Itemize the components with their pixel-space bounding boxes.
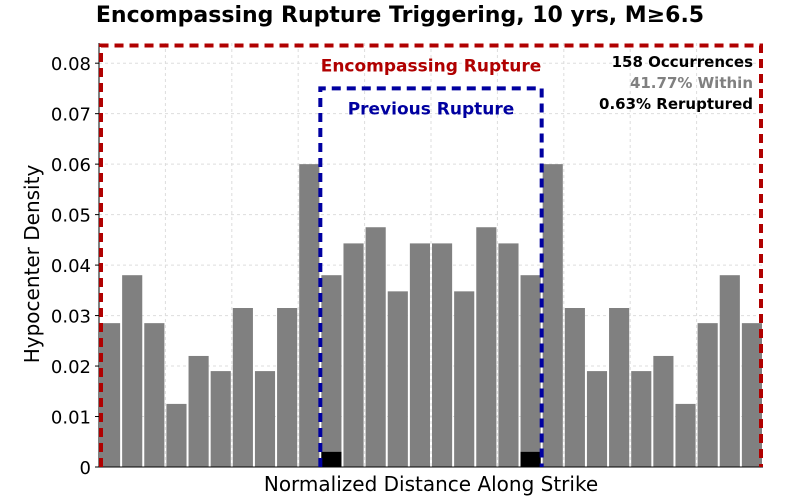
encompassing-rupture-box xyxy=(99,43,763,467)
y-tick-label: 0.04 xyxy=(51,256,91,277)
bar xyxy=(210,371,231,467)
bar xyxy=(277,308,298,467)
bar xyxy=(144,323,165,467)
plot-area: 0 0.01 0.02 0.03 0.04 0.05 0.06 0.07 0.08 Encompa… xyxy=(51,43,763,479)
bar xyxy=(343,243,364,467)
bar xyxy=(321,275,342,467)
annotation-text: 41.77% Within xyxy=(630,74,753,92)
chart-title: Encompassing Rupture Triggering, 10 yrs,… xyxy=(96,3,704,28)
bar xyxy=(542,164,563,467)
bar xyxy=(166,403,187,467)
bar xyxy=(631,371,652,467)
bar xyxy=(653,355,674,467)
bar xyxy=(697,323,718,467)
bar xyxy=(498,243,519,467)
bar xyxy=(299,164,320,467)
bar xyxy=(586,371,608,467)
bar xyxy=(609,308,630,467)
previous-rupture-label: Previous Rupture xyxy=(348,100,515,120)
bar xyxy=(254,371,276,467)
y-tick-label: 0.06 xyxy=(51,155,91,176)
bar xyxy=(100,323,121,467)
y-tick-label: 0.05 xyxy=(51,206,91,227)
bar xyxy=(232,308,253,467)
bar xyxy=(409,243,430,467)
annotation-text: 0.63% Reruptured xyxy=(599,95,753,113)
bar xyxy=(520,275,541,467)
bar xyxy=(675,403,696,467)
encompassing-rupture-label: Encompassing Rupture xyxy=(321,57,542,77)
rerupture-bar xyxy=(321,451,342,467)
rerupture-bar xyxy=(520,451,541,467)
y-tick-label: 0 xyxy=(80,458,91,479)
bar xyxy=(188,355,209,467)
bar xyxy=(564,308,585,467)
annotation-text: 158 Occurrences xyxy=(612,53,753,71)
y-axis-label: Hypocenter Density xyxy=(20,165,44,364)
y-tick-label: 0.01 xyxy=(51,408,91,429)
y-tick-label: 0.03 xyxy=(51,307,91,328)
bar xyxy=(454,291,475,467)
bar xyxy=(741,323,762,467)
y-tick-label: 0.02 xyxy=(51,357,91,378)
bar xyxy=(476,227,497,467)
x-axis-label: Normalized Distance Along Strike xyxy=(264,472,598,496)
bar xyxy=(432,243,453,467)
bar xyxy=(387,291,408,467)
bar xyxy=(365,227,386,467)
bar xyxy=(122,275,143,467)
y-tick-label: 0.08 xyxy=(51,54,91,75)
bar xyxy=(719,275,740,467)
y-tick-label: 0.07 xyxy=(51,105,91,126)
